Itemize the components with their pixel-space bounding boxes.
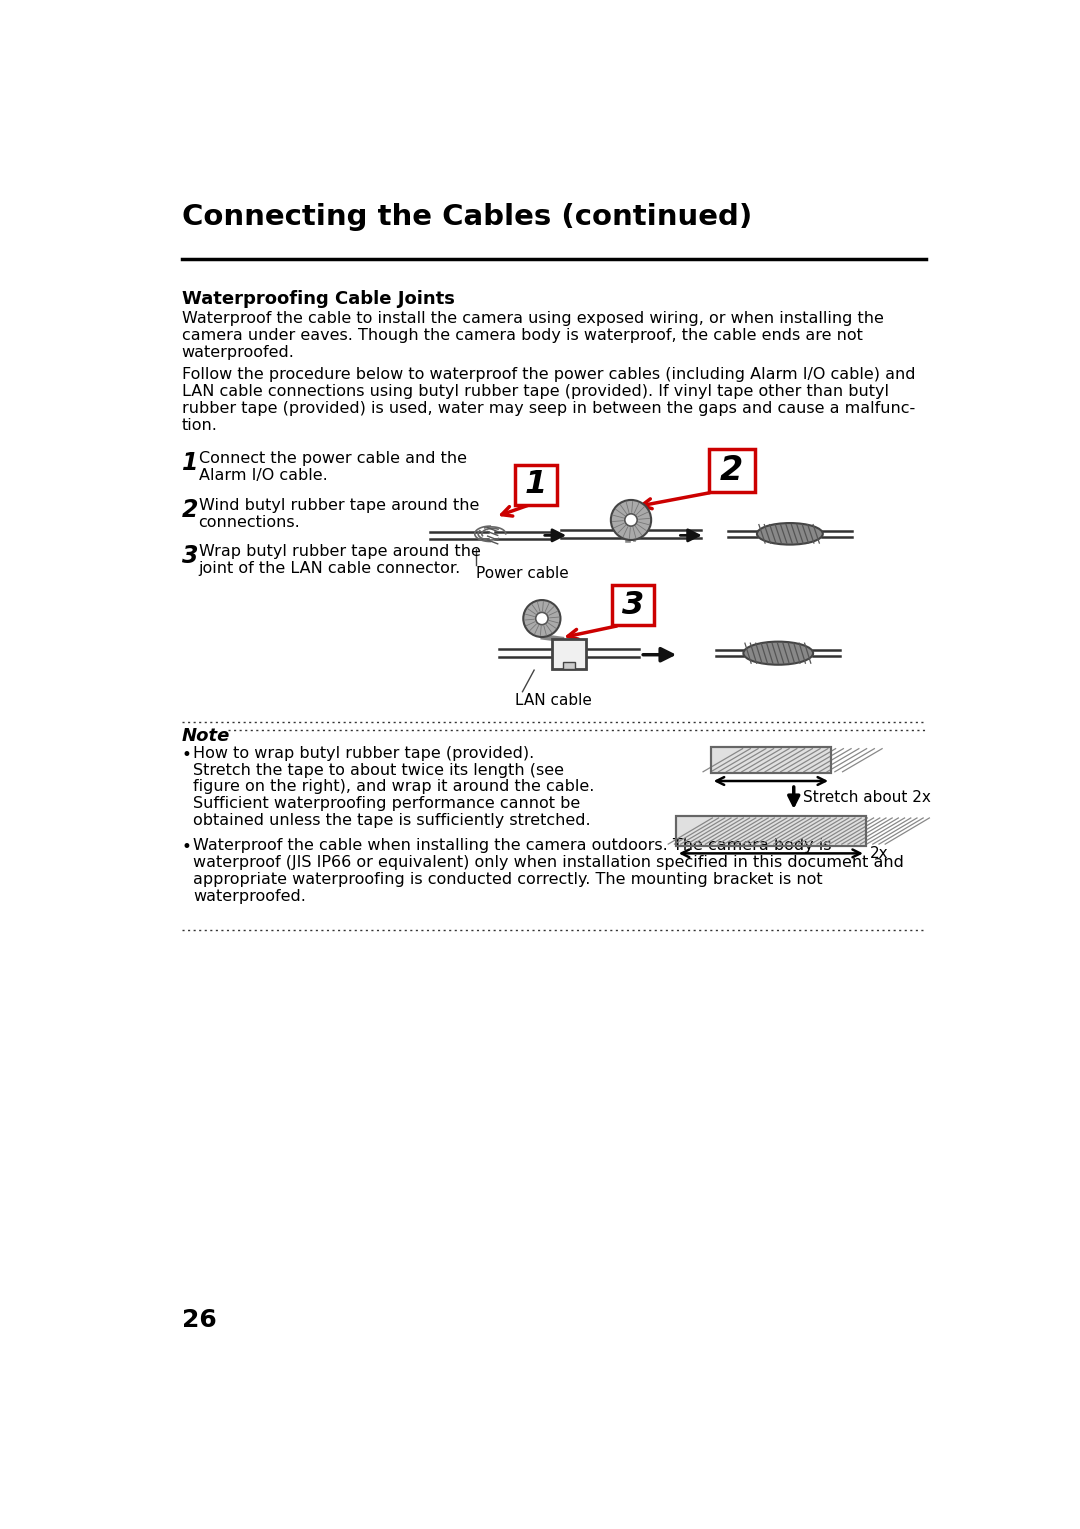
Text: 2: 2	[720, 454, 743, 488]
Bar	[708, 450, 755, 492]
Circle shape	[524, 599, 561, 638]
Text: Waterproof the cable to install the camera using exposed wiring, or when install: Waterproof the cable to install the came…	[181, 312, 883, 326]
Text: tion.: tion.	[181, 417, 217, 433]
Text: LAN cable: LAN cable	[515, 693, 592, 708]
Text: Follow the procedure below to waterproof the power cables (including Alarm I/O c: Follow the procedure below to waterproof…	[181, 367, 915, 382]
Text: Alarm I/O cable.: Alarm I/O cable.	[199, 468, 327, 483]
Circle shape	[611, 500, 651, 540]
Ellipse shape	[743, 642, 813, 665]
Text: •: •	[181, 746, 191, 763]
Text: Power cable: Power cable	[476, 566, 569, 581]
Text: figure on the right), and wrap it around the cable.: figure on the right), and wrap it around…	[193, 780, 594, 795]
Text: camera under eaves. Though the camera body is waterproof, the cable ends are not: camera under eaves. Though the camera bo…	[181, 329, 862, 342]
Text: •: •	[181, 838, 191, 856]
Text: Note: Note	[181, 728, 230, 745]
Text: connections.: connections.	[199, 515, 300, 529]
Bar	[676, 816, 866, 846]
Text: 2: 2	[181, 497, 198, 521]
Text: 3: 3	[181, 544, 198, 567]
Text: appropriate waterproofing is conducted correctly. The mounting bracket is not: appropriate waterproofing is conducted c…	[193, 872, 823, 887]
Bar	[711, 748, 831, 774]
Text: Stretch the tape to about twice its length (see: Stretch the tape to about twice its leng…	[193, 763, 564, 778]
Text: Waterproofing Cable Joints: Waterproofing Cable Joints	[181, 289, 455, 307]
Text: 1: 1	[181, 451, 198, 476]
Text: rubber tape (provided) is used, water may seep in between the gaps and cause a m: rubber tape (provided) is used, water ma…	[181, 401, 915, 416]
Bar	[711, 748, 831, 774]
Text: Wind butyl rubber tape around the: Wind butyl rubber tape around the	[199, 497, 478, 512]
Text: 2x: 2x	[869, 846, 889, 861]
Bar	[611, 586, 654, 625]
Text: 3: 3	[622, 590, 644, 621]
Text: 1: 1	[525, 469, 548, 500]
Text: 26: 26	[181, 1307, 216, 1332]
Bar	[515, 465, 557, 505]
Bar	[563, 662, 576, 668]
Text: obtained unless the tape is sufficiently stretched.: obtained unless the tape is sufficiently…	[193, 813, 591, 829]
Text: Connect the power cable and the: Connect the power cable and the	[199, 451, 467, 466]
Text: waterproof (JIS IP66 or equivalent) only when installation specified in this doc: waterproof (JIS IP66 or equivalent) only…	[193, 855, 904, 870]
Text: waterproofed.: waterproofed.	[181, 346, 295, 361]
Text: Sufficient waterproofing performance cannot be: Sufficient waterproofing performance can…	[193, 797, 580, 812]
Text: Wrap butyl rubber tape around the: Wrap butyl rubber tape around the	[199, 544, 481, 558]
Ellipse shape	[757, 523, 823, 544]
Text: joint of the LAN cable connector.: joint of the LAN cable connector.	[199, 561, 461, 576]
Circle shape	[625, 514, 637, 526]
Bar	[676, 816, 866, 846]
Text: Stretch about 2x: Stretch about 2x	[804, 790, 931, 806]
Text: Waterproof the cable when installing the camera outdoors. The camera body is: Waterproof the cable when installing the…	[193, 838, 832, 853]
Text: Connecting the Cables (continued): Connecting the Cables (continued)	[181, 203, 752, 231]
Text: How to wrap butyl rubber tape (provided).: How to wrap butyl rubber tape (provided)…	[193, 746, 535, 760]
Bar	[552, 639, 586, 668]
Circle shape	[536, 613, 548, 625]
Text: waterproofed.: waterproofed.	[193, 888, 306, 904]
Text: LAN cable connections using butyl rubber tape (provided). If vinyl tape other th: LAN cable connections using butyl rubber…	[181, 384, 889, 399]
